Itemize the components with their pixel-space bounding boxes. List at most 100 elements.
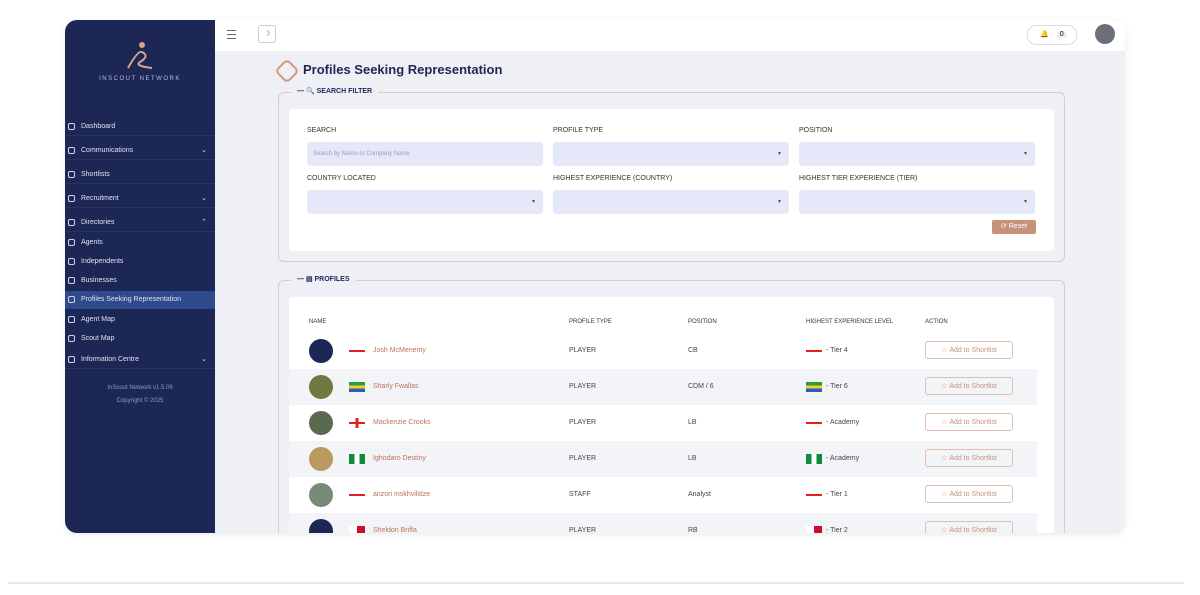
field-input[interactable]: ▾ <box>553 190 789 214</box>
profile-row: Mackenzie Crooks PLAYER LB - Academy ☆ Add t… <box>289 405 1037 441</box>
shortlist-button[interactable]: ☆ Add to Shortlist <box>925 413 1013 431</box>
theme-toggle[interactable]: ☽ <box>258 25 276 43</box>
menu-toggle[interactable] <box>227 30 236 39</box>
notification-count: 0 <box>1056 31 1067 38</box>
menu-icon <box>68 219 75 226</box>
app-frame: INSCOUT NETWORK Dashboard Communications ⌄… <box>65 20 1125 533</box>
menu-item[interactable]: Dashboard <box>65 118 215 136</box>
field-input[interactable]: ▾ <box>799 190 1035 214</box>
shortlist-button[interactable]: ☆ Add to Shortlist <box>925 521 1013 533</box>
field-input[interactable]: ▾ <box>799 142 1035 166</box>
profile-name[interactable]: Josh McMenemy <box>373 347 426 354</box>
avatar <box>309 411 333 435</box>
menu-label: Independents <box>81 258 124 265</box>
menu-label: Communications <box>81 147 134 154</box>
profile-type: PLAYER <box>569 455 597 462</box>
profile-name[interactable]: anzori mskhvilidze <box>373 491 431 498</box>
reset-button[interactable]: ⟳ Reset <box>992 220 1036 234</box>
dropdown-caret: ▾ <box>777 199 781 205</box>
copyright: Copyright © 2025 <box>116 398 164 404</box>
menu-label: Information Centre <box>81 356 139 363</box>
filter-legend: SEARCH FILTER <box>316 88 373 95</box>
brand: INSCOUT NETWORK <box>99 76 181 82</box>
menu-icon <box>68 123 75 130</box>
position: RB <box>688 527 698 533</box>
field-label: POSITION <box>799 127 833 134</box>
experience: - Tier 6 <box>826 383 848 390</box>
profile-row: Sheldon Briffa PLAYER RB - Tier 2 ☆ Add to S… <box>289 513 1037 533</box>
profile-row: Ighodaro Destiny PLAYER LB - Academy ☆ Add t… <box>289 441 1037 477</box>
menu-label: Businesses <box>81 277 117 284</box>
menu-item[interactable]: Scout Map <box>65 330 215 348</box>
menu-item[interactable]: Profiles Seeking Representation <box>65 291 215 309</box>
menu-icon <box>68 147 75 154</box>
menu-icon <box>68 195 75 202</box>
shortlist-button[interactable]: ☆ Add to Shortlist <box>925 341 1013 359</box>
avatar[interactable] <box>1095 24 1115 44</box>
profile-name[interactable]: Ighodaro Destiny <box>373 455 426 462</box>
menu-item[interactable]: Information Centre ⌄ <box>65 351 215 369</box>
column-header: NAME <box>309 319 327 325</box>
filter-panel: ⟳ Reset SEARCH Search by Name or Company … <box>289 109 1054 251</box>
profile-name[interactable]: Mackenzie Crooks <box>373 419 431 426</box>
menu-item[interactable]: Businesses <box>65 272 215 290</box>
menu-label: Agent Map <box>81 316 115 323</box>
chevron: ⌄ <box>201 356 207 363</box>
menu-icon <box>68 277 75 284</box>
profile-name[interactable]: Sharly Fwallas <box>373 383 419 390</box>
profile-type: PLAYER <box>569 527 597 533</box>
dropdown-caret: ▾ <box>531 199 535 205</box>
menu-item[interactable]: Recruitment ⌄ <box>65 190 215 208</box>
flag <box>349 526 365 533</box>
dropdown-caret: ▾ <box>777 151 781 157</box>
menu-icon <box>68 356 75 363</box>
menu-item[interactable]: Directories ⌃ <box>65 214 215 232</box>
button-label: Add to Shortlist <box>949 347 997 354</box>
menu-item[interactable]: Communications ⌄ <box>65 142 215 160</box>
shortlist-button[interactable]: ☆ Add to Shortlist <box>925 485 1013 503</box>
profile-name[interactable]: Sheldon Briffa <box>373 527 417 533</box>
profile-type: PLAYER <box>569 347 597 354</box>
menu-label: Recruitment <box>81 195 119 202</box>
chevron: ⌄ <box>201 147 207 154</box>
menu-item[interactable]: Agent Map <box>65 311 215 329</box>
flag <box>806 454 822 464</box>
notifications[interactable]: 🔔 0 <box>1027 25 1077 45</box>
field-input[interactable]: ▾ <box>553 142 789 166</box>
reset-label: Reset <box>1008 223 1028 230</box>
menu-item[interactable]: Shortlists <box>65 166 215 184</box>
avatar <box>309 483 333 507</box>
version: InScout Network v1.5.06 <box>107 385 173 391</box>
profiles-table: NAME PROFILE TYPE POSITION HIGHEST EXPERIEN… <box>289 297 1054 533</box>
field-input[interactable]: ▾ <box>307 190 543 214</box>
position: LB <box>688 455 697 462</box>
menu-label: Directories <box>81 219 115 226</box>
position: CB <box>688 347 698 354</box>
column-header: HIGHEST EXPERIENCE LEVEL <box>806 319 894 325</box>
avatar <box>309 339 333 363</box>
button-label: Add to Shortlist <box>949 455 997 462</box>
experience: - Tier 4 <box>826 347 848 354</box>
field-label: HIGHEST EXPERIENCE (COUNTRY) <box>553 175 673 182</box>
profile-type: PLAYER <box>569 419 597 426</box>
button-label: Add to Shortlist <box>949 527 997 533</box>
flag <box>806 382 822 392</box>
profiles-section: — ▤ PROFILES NAME PROFILE TYPE POSITION HIG… <box>278 275 1065 533</box>
flag <box>349 382 365 392</box>
button-label: Add to Shortlist <box>949 419 997 426</box>
page-title: Profiles Seeking Representation <box>303 62 503 77</box>
avatar <box>309 375 333 399</box>
menu-item[interactable]: Independents <box>65 253 215 271</box>
column-header: POSITION <box>688 319 717 325</box>
field-input[interactable]: Search by Name or Company Name <box>307 142 543 166</box>
position: CDM / 6 <box>688 383 714 390</box>
shortlist-button[interactable]: ☆ Add to Shortlist <box>925 449 1013 467</box>
menu-item[interactable]: Agents <box>65 234 215 252</box>
profile-row: anzori mskhvilidze STAFF Analyst - Tier 1 ☆ … <box>289 477 1037 513</box>
profile-row: Josh McMenemy PLAYER CB - Tier 4 ☆ Add to Sh… <box>289 333 1037 369</box>
flag <box>349 454 365 464</box>
flag <box>806 418 822 428</box>
shortlist-button[interactable]: ☆ Add to Shortlist <box>925 377 1013 395</box>
title-icon <box>274 58 300 84</box>
menu-icon <box>68 171 75 178</box>
